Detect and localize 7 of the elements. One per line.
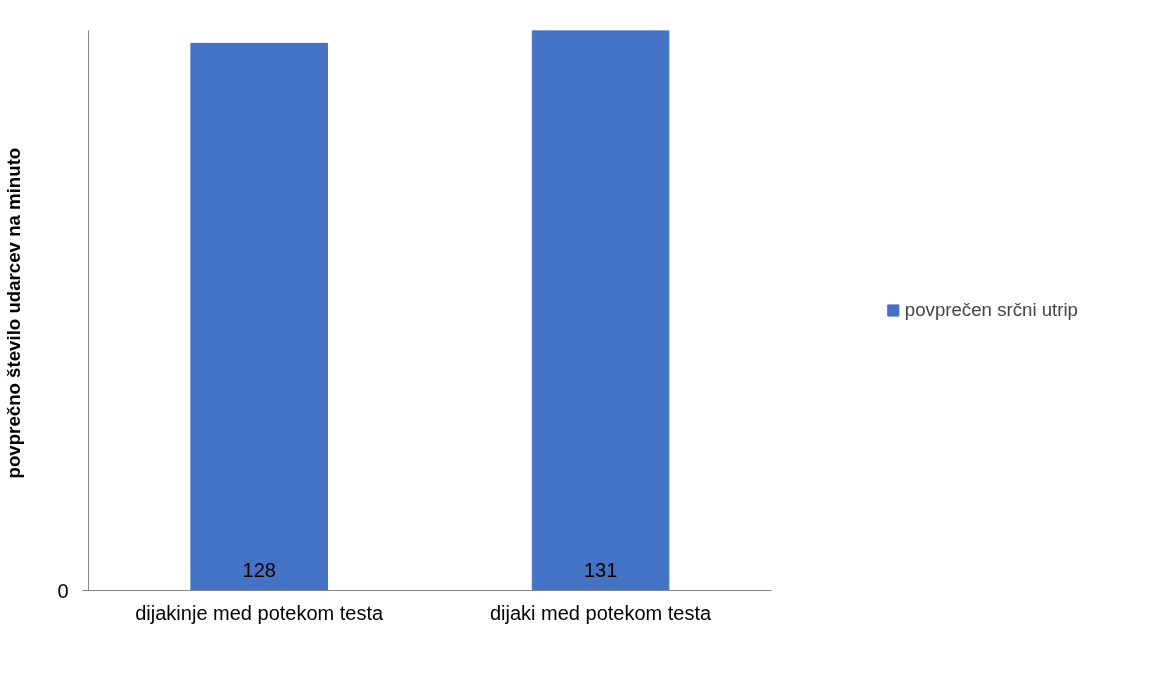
x-tick-label: dijakinje med potekom testa: [135, 601, 385, 624]
y-axis-title: povprečno število udarcev na minuto: [3, 147, 25, 479]
data-label: 128: [242, 558, 276, 581]
text: 0: [57, 579, 69, 602]
data-label: 131: [583, 558, 618, 581]
legend-label: povprečen srčni utrip: [904, 299, 1078, 321]
x-tick-label: dijaki med potekom testa: [489, 601, 713, 624]
